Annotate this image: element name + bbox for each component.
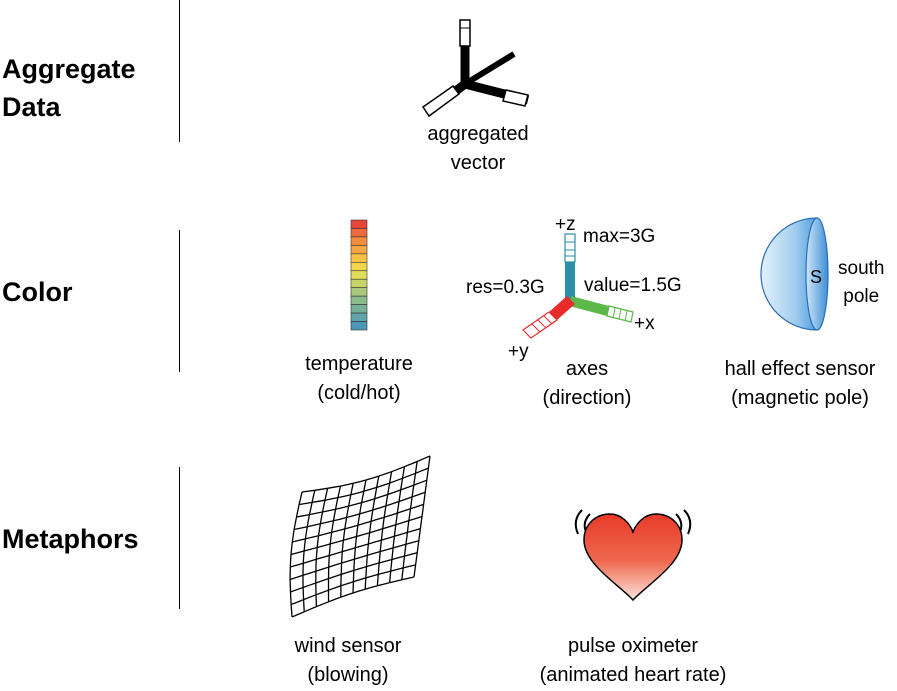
south-pole-label-line2: pole: [843, 286, 880, 307]
section-title-metaphors: Metaphors: [2, 524, 139, 554]
magnet-hemisphere-icon: [760, 217, 829, 331]
aggregated-vector-caption-line2: vector: [450, 152, 506, 174]
temperature-scale-segment: [350, 287, 368, 297]
axis-value-label: value=1.5G: [584, 275, 682, 296]
wind-mesh-row-line: [293, 491, 426, 531]
temperature-scale-icon: [350, 219, 368, 331]
axis-z-outline: [564, 233, 576, 263]
wind-mesh-row-line: [292, 503, 424, 543]
axis-res-label: res=0.3G: [466, 277, 545, 298]
axis-x-label: +x: [634, 313, 655, 334]
pulse-oximeter-caption-line2: (animated heart rate): [539, 664, 727, 686]
temperature-scale-segment: [350, 236, 368, 246]
section-title-color: Color: [2, 277, 73, 307]
wind-mesh-row-line: [290, 552, 418, 593]
axis-z-label: +z: [555, 214, 576, 235]
divider-aggregate: [179, 0, 180, 142]
temperature-caption-line2: (cold/hot): [317, 382, 401, 404]
temperature-scale-segment: [350, 245, 368, 255]
temperature-scale-segment: [350, 321, 368, 331]
axes-caption-line1: axes: [565, 358, 609, 380]
pulse-oximeter-caption: pulse oximeter (animated heart rate): [503, 632, 763, 690]
temperature-scale-segment: [350, 253, 368, 263]
heart-icon: [574, 509, 692, 602]
aggregate-title-line1: Aggregate: [2, 54, 136, 84]
wind-mesh-icon: [289, 455, 431, 618]
temperature-scale-segment: [350, 228, 368, 238]
wind-mesh-row-line: [290, 564, 416, 606]
aggregate-title-line2: Data: [2, 92, 61, 122]
divider-metaphors: [179, 467, 180, 609]
temperature-scale-segment: [350, 262, 368, 272]
section-title-aggregate: Aggregate Data: [2, 50, 136, 126]
hall-sensor-caption: hall effect sensor (magnetic pole): [700, 355, 897, 413]
hall-sensor-caption-line1: hall effect sensor: [724, 358, 876, 380]
axes-caption: axes (direction): [507, 355, 667, 413]
wind-mesh-row-line: [289, 540, 419, 581]
wind-sensor-caption: wind sensor (blowing): [268, 632, 428, 690]
temperature-scale-segment: [350, 304, 368, 314]
temperature-scale-segment: [350, 312, 368, 322]
axis-z-solid: [565, 262, 575, 302]
wind-mesh-row-line: [296, 479, 428, 518]
temperature-caption-line1: temperature: [305, 353, 413, 375]
axis-y-solid: [549, 296, 575, 320]
divider-color: [179, 230, 180, 372]
axis-y-outline: [522, 311, 558, 339]
wind-mesh-row-line: [291, 576, 415, 618]
magnet-pole-letter: S: [810, 267, 823, 287]
wind-mesh-row-line: [301, 455, 431, 493]
south-pole-label: south pole: [838, 255, 884, 311]
axes-icon: [522, 233, 634, 339]
hall-sensor-caption-line2: (magnetic pole): [731, 387, 869, 409]
temperature-scale-segment: [350, 270, 368, 280]
wind-mesh-row-line: [290, 515, 423, 556]
axis-max-label: max=3G: [583, 226, 656, 247]
temperature-caption: temperature (cold/hot): [279, 350, 439, 408]
axes-caption-line2: (direction): [542, 387, 632, 409]
temperature-scale-segment: [350, 278, 368, 288]
aggregated-vector-caption-line1: aggregated: [427, 123, 529, 145]
axis-y-label: +y: [508, 341, 529, 362]
wind-sensor-caption-line1: wind sensor: [294, 635, 402, 657]
wind-mesh-row-line: [299, 467, 429, 506]
axis-x-solid: [569, 296, 609, 316]
pulse-oximeter-caption-line1: pulse oximeter: [567, 635, 699, 657]
wind-mesh-row-line: [290, 527, 421, 568]
south-pole-label-line1: south: [838, 258, 885, 279]
wind-sensor-caption-line2: (blowing): [307, 664, 389, 686]
temperature-scale-segment: [350, 219, 368, 229]
temperature-scale-segment: [350, 295, 368, 305]
aggregated-vector-icon: [421, 19, 530, 118]
aggregated-vector-caption: aggregated vector: [398, 120, 558, 178]
